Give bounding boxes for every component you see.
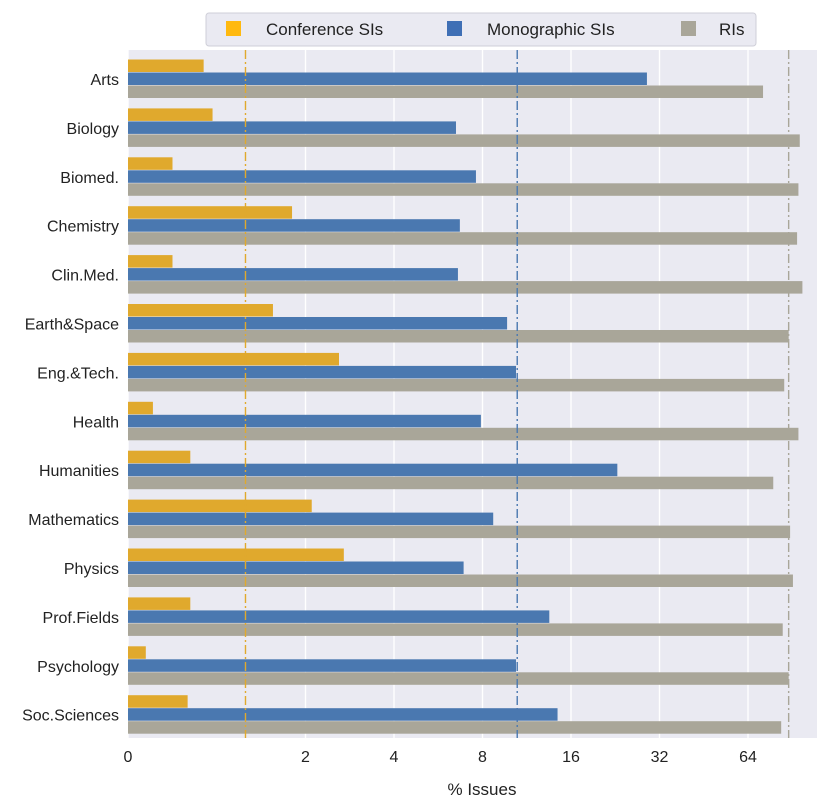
category-label: Biology bbox=[67, 121, 119, 138]
bar bbox=[128, 414, 481, 428]
legend-swatch-monographic bbox=[447, 21, 462, 36]
bar bbox=[128, 610, 550, 623]
bar bbox=[128, 206, 293, 219]
bar bbox=[128, 525, 791, 539]
x-tick-labels: 0 2 4 8 16 32 64 bbox=[124, 749, 757, 766]
bar bbox=[128, 561, 464, 574]
category-label: Soc.Sciences bbox=[22, 708, 119, 725]
bar bbox=[128, 597, 191, 610]
x-tick-label: 16 bbox=[562, 749, 580, 766]
bar bbox=[128, 672, 789, 685]
bar bbox=[128, 512, 494, 526]
category-label: Physics bbox=[64, 561, 119, 578]
bar bbox=[128, 499, 312, 513]
category-label: Psychology bbox=[37, 659, 119, 676]
legend-label-monographic: Monographic SIs bbox=[487, 20, 615, 39]
bar bbox=[128, 352, 339, 366]
x-tick-label: 0 bbox=[124, 749, 133, 766]
bar bbox=[128, 268, 458, 281]
bar bbox=[128, 378, 785, 392]
x-tick-label: 2 bbox=[301, 749, 310, 766]
category-label: Humanities bbox=[39, 463, 119, 480]
bar bbox=[128, 463, 618, 477]
bar bbox=[128, 219, 460, 232]
bar bbox=[128, 427, 799, 441]
bar bbox=[128, 170, 476, 183]
category-label: Chemistry bbox=[47, 219, 119, 236]
bar bbox=[128, 59, 204, 72]
legend: Conference SIs Monographic SIs RIs bbox=[205, 12, 757, 47]
bar bbox=[128, 157, 173, 170]
bar bbox=[128, 646, 146, 659]
bar bbox=[128, 281, 803, 294]
category-label: Earth&Space bbox=[25, 317, 119, 334]
legend-swatch-ris bbox=[681, 21, 696, 36]
plot-area bbox=[128, 50, 817, 738]
x-tick-label: 4 bbox=[390, 749, 399, 766]
category-label: Eng.&Tech. bbox=[37, 365, 119, 382]
bar bbox=[128, 121, 456, 134]
bar bbox=[128, 317, 508, 330]
x-axis-title: % Issues bbox=[448, 780, 517, 797]
category-label: Biomed. bbox=[60, 170, 119, 187]
x-tick-label: 32 bbox=[651, 749, 669, 766]
reference-lines bbox=[244, 50, 790, 738]
bar bbox=[128, 108, 213, 121]
bar bbox=[128, 304, 273, 317]
bar bbox=[128, 232, 798, 245]
legend-box bbox=[205, 12, 757, 47]
category-label: Mathematics bbox=[28, 512, 119, 529]
bar bbox=[128, 401, 153, 415]
bar bbox=[128, 134, 800, 147]
bar bbox=[128, 85, 764, 98]
bar bbox=[128, 659, 516, 672]
bar bbox=[128, 330, 789, 343]
category-label: Health bbox=[73, 414, 119, 431]
category-label: Arts bbox=[91, 72, 119, 89]
bar bbox=[128, 708, 558, 721]
bar bbox=[128, 721, 782, 734]
bar bbox=[128, 574, 793, 587]
bar bbox=[128, 476, 774, 490]
category-labels: Arts Biology Biomed. Chemistry Clin.Med. Eart… bbox=[22, 72, 119, 725]
bar bbox=[128, 548, 344, 561]
bar bbox=[128, 695, 188, 708]
bar bbox=[128, 255, 173, 268]
bar bbox=[128, 183, 799, 196]
x-tick-label: 8 bbox=[478, 749, 487, 766]
bar bbox=[128, 450, 191, 464]
bar bbox=[128, 623, 783, 636]
legend-swatch-conference bbox=[226, 21, 241, 36]
category-label: Prof.Fields bbox=[43, 610, 119, 627]
category-label: Clin.Med. bbox=[51, 268, 119, 285]
bar bbox=[128, 365, 516, 379]
legend-label-conference: Conference SIs bbox=[266, 20, 383, 39]
bar bbox=[128, 72, 647, 85]
legend-label-ris: RIs bbox=[719, 20, 745, 39]
x-tick-label: 64 bbox=[739, 749, 757, 766]
